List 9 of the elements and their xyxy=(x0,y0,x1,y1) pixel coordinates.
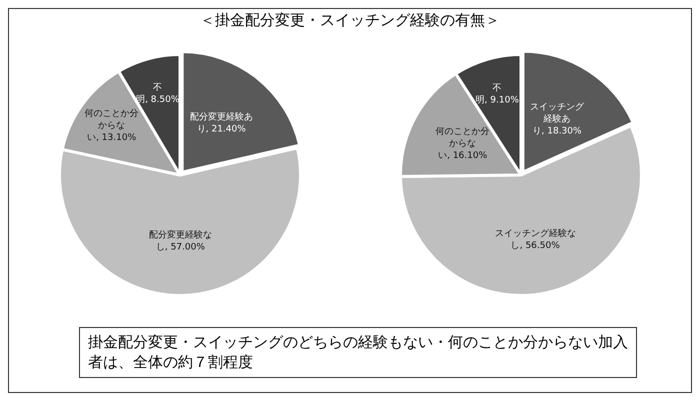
slice-label: 不明, 9.10% xyxy=(475,83,519,106)
text: ＜掛金配分変更・スイッチング経験の有無＞ xyxy=(199,11,501,30)
slice-label: 何のことか分からない, 13.10% xyxy=(84,108,138,143)
slice-label: 何のことか分からない, 16.10% xyxy=(435,126,490,161)
slice-label: 配分変更経験あり, 21.40% xyxy=(189,111,252,134)
slice-label: スイッチング経験あり, 18.30% xyxy=(530,102,585,137)
text: 掛金配分変更・スイッチングのどちらの経験もない・何のことか分からない加入者は、全体の約７割程度 xyxy=(79,327,637,378)
slice-label: スイッチング経験なし, 56.50% xyxy=(494,228,576,252)
slice-label: 配分変更経験なし, 57.00% xyxy=(148,230,212,253)
